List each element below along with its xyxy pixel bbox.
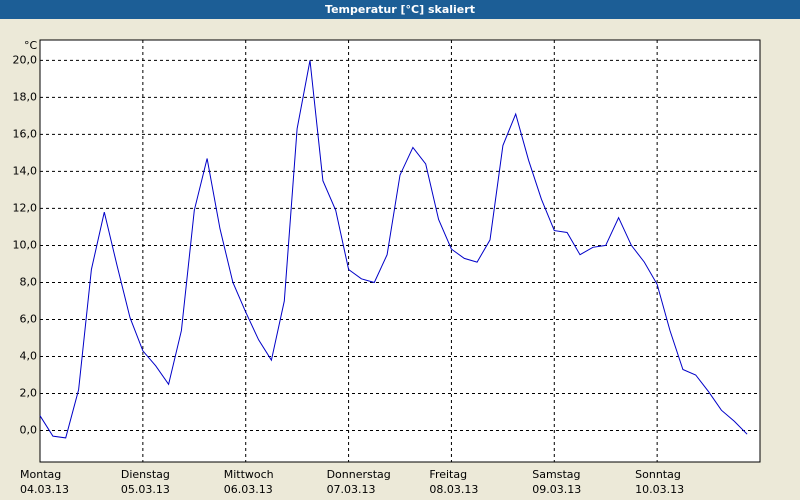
x-date-label: 06.03.13 [224, 483, 273, 496]
y-tick-label: 4,0 [20, 350, 38, 363]
plot-area [39, 39, 761, 463]
x-date-label: 07.03.13 [327, 483, 376, 496]
x-day-label: Montag [20, 468, 61, 481]
y-tick-label: 2,0 [20, 387, 38, 400]
x-date-label: 09.03.13 [532, 483, 581, 496]
x-date-label: 10.03.13 [635, 483, 684, 496]
x-day-label: Dienstag [121, 468, 170, 481]
y-tick-label: 12,0 [13, 201, 38, 214]
x-date-label: 05.03.13 [121, 483, 170, 496]
temperature-line [39, 60, 748, 439]
y-tick-label: 10,0 [13, 238, 38, 251]
y-tick-label: 6,0 [20, 312, 38, 325]
title-bar [0, 0, 800, 19]
y-tick-label: 14,0 [13, 164, 38, 177]
chart-title: Temperatur [°C] skaliert [325, 3, 475, 16]
x-date-label: 08.03.13 [429, 483, 478, 496]
x-day-label: Mittwoch [224, 468, 274, 481]
y-tick-label: 20,0 [13, 53, 38, 66]
y-tick-label: 16,0 [13, 127, 38, 140]
x-day-label: Donnerstag [327, 468, 391, 481]
y-tick-label: 0,0 [20, 424, 38, 437]
x-day-label: Samstag [532, 468, 580, 481]
y-axis-label: °C [24, 39, 38, 52]
x-day-label: Sonntag [635, 468, 681, 481]
y-tick-label: 8,0 [20, 275, 38, 288]
y-tick-label: 18,0 [13, 90, 38, 103]
x-date-label: 04.03.13 [20, 483, 69, 496]
x-day-label: Freitag [429, 468, 467, 481]
